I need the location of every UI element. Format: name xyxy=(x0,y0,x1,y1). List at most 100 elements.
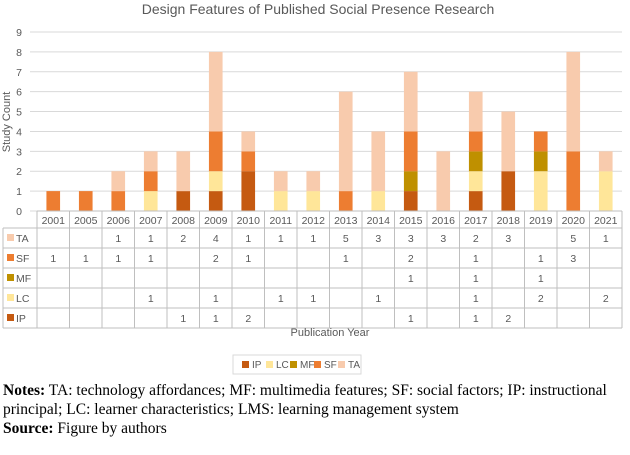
x-tick-label: 2013 xyxy=(334,215,358,227)
bar-segment-ta-2014 xyxy=(371,131,386,192)
table-cell-value: 1 xyxy=(180,313,186,325)
bar-segment-ta-2008 xyxy=(176,151,191,192)
table-cell-value: 1 xyxy=(278,293,284,305)
x-tick-label: 2009 xyxy=(204,215,228,227)
table-cell-value: 1 xyxy=(408,273,414,285)
source-text: Figure by authors xyxy=(53,420,167,437)
x-tick-label: 2006 xyxy=(107,215,131,227)
bar-segment-lc-2009 xyxy=(208,171,223,192)
table-cell-value: 3 xyxy=(440,233,446,245)
bar-segment-ta-2007 xyxy=(143,151,158,172)
table-cell-value: 3 xyxy=(375,233,381,245)
table-cell-value: 1 xyxy=(115,253,121,265)
bar-segment-ip-2009 xyxy=(208,191,223,211)
bar-segment-sf-2001 xyxy=(46,191,61,211)
x-tick-label: 2016 xyxy=(432,215,456,227)
table-cell-value: 1 xyxy=(310,233,316,245)
y-tick-label: 7 xyxy=(16,67,22,79)
table-cell-value: 1 xyxy=(245,233,251,245)
x-axis-label: Publication Year xyxy=(291,327,370,339)
x-tick-label: 2007 xyxy=(139,215,163,227)
table-cell-value: 1 xyxy=(213,293,219,305)
x-tick-label: 2015 xyxy=(399,215,423,227)
table-cell-value: 1 xyxy=(473,313,479,325)
bar-segment-ta-2013 xyxy=(338,91,353,192)
table-cell-value: 1 xyxy=(473,293,479,305)
legend-key-mf xyxy=(290,361,297,368)
table-row-label: IP xyxy=(16,313,26,325)
bar-segment-sf-2020 xyxy=(566,151,581,211)
bar-segment-sf-2010 xyxy=(241,151,256,172)
legend-label: IP xyxy=(252,360,262,371)
table-cell-value: 1 xyxy=(148,293,154,305)
legend-label: SF xyxy=(324,360,337,371)
x-tick-label: 2020 xyxy=(562,215,586,227)
x-tick-label: 2008 xyxy=(172,215,196,227)
bar-segment-sf-2006 xyxy=(111,191,126,211)
legend-key-ip xyxy=(242,361,249,368)
y-tick-label: 1 xyxy=(16,186,22,198)
bar-segment-mf-2019 xyxy=(533,151,548,172)
bar-segment-sf-2009 xyxy=(208,131,223,172)
table-cell-value: 1 xyxy=(473,273,479,285)
table-cell-value: 1 xyxy=(473,253,479,265)
bar-segment-sf-2015 xyxy=(403,131,418,172)
y-tick-label: 4 xyxy=(16,126,22,138)
y-tick-label: 8 xyxy=(16,47,22,59)
table-cell-value: 3 xyxy=(570,253,576,265)
bar-segment-ta-2015 xyxy=(403,71,418,132)
x-tick-label: 2001 xyxy=(42,215,66,227)
bar-segment-sf-2005 xyxy=(78,191,93,211)
bar-segment-ip-2015 xyxy=(403,191,418,211)
legend-label: MF xyxy=(300,360,314,371)
table-cell-value: 3 xyxy=(408,233,414,245)
x-tick-label: 2012 xyxy=(302,215,326,227)
x-tick-label: 2010 xyxy=(237,215,261,227)
table-cell-value: 2 xyxy=(505,313,511,325)
bar-segment-ta-2006 xyxy=(111,171,126,192)
y-tick-label: 9 xyxy=(16,27,22,39)
bar-segment-ip-2017 xyxy=(468,191,483,211)
table-cell-value: 1 xyxy=(83,253,89,265)
stacked-bar-chart: Design Features of Published Social Pres… xyxy=(1,1,623,375)
table-cell-value: 1 xyxy=(278,233,284,245)
figure-notes: Notes: TA: technology affordances; MF: m… xyxy=(3,381,630,438)
bar-segment-ta-2016 xyxy=(436,151,451,211)
bar-segment-mf-2015 xyxy=(403,171,418,192)
table-cell-value: 4 xyxy=(213,233,219,245)
bar-segment-lc-2014 xyxy=(371,191,386,211)
x-tick-label: 2018 xyxy=(497,215,521,227)
table-row-label: SF xyxy=(16,253,29,265)
table-cell-value: 1 xyxy=(343,253,349,265)
table-cell-value: 2 xyxy=(408,253,414,265)
x-tick-label: 2014 xyxy=(367,215,391,227)
bar-segment-ta-2017 xyxy=(468,91,483,132)
bar-segment-ta-2020 xyxy=(566,51,581,152)
chart-title: Design Features of Published Social Pres… xyxy=(142,1,495,17)
bar-segment-ta-2011 xyxy=(273,171,288,192)
table-cell-value: 3 xyxy=(505,233,511,245)
bar-segment-lc-2019 xyxy=(533,171,548,211)
source-label: Source: xyxy=(3,420,54,437)
table-cell-value: 1 xyxy=(148,233,154,245)
y-tick-label: 6 xyxy=(16,87,22,99)
bar-segment-ip-2008 xyxy=(176,191,191,211)
notes-label: Notes: xyxy=(3,382,46,399)
x-tick-label: 2011 xyxy=(269,215,292,227)
y-tick-label: 0 xyxy=(16,206,22,218)
table-legend-key-sf xyxy=(7,254,14,261)
legend-key-lc xyxy=(266,361,273,368)
table-cell-value: 1 xyxy=(148,253,154,265)
bar-segment-ip-2018 xyxy=(501,171,516,211)
table-cell-value: 1 xyxy=(603,233,609,245)
bar-segment-ip-2010 xyxy=(241,171,256,211)
bar-segment-ta-2009 xyxy=(208,51,223,132)
bar-segment-lc-2011 xyxy=(273,191,288,211)
bar-segment-ta-2021 xyxy=(598,151,613,172)
table-cell-value: 1 xyxy=(310,293,316,305)
table-cell-value: 2 xyxy=(213,253,219,265)
x-tick-label: 2019 xyxy=(529,215,553,227)
table-cell-value: 1 xyxy=(408,313,414,325)
bar-segment-ta-2018 xyxy=(501,111,516,172)
legend-key-ta xyxy=(338,361,345,368)
